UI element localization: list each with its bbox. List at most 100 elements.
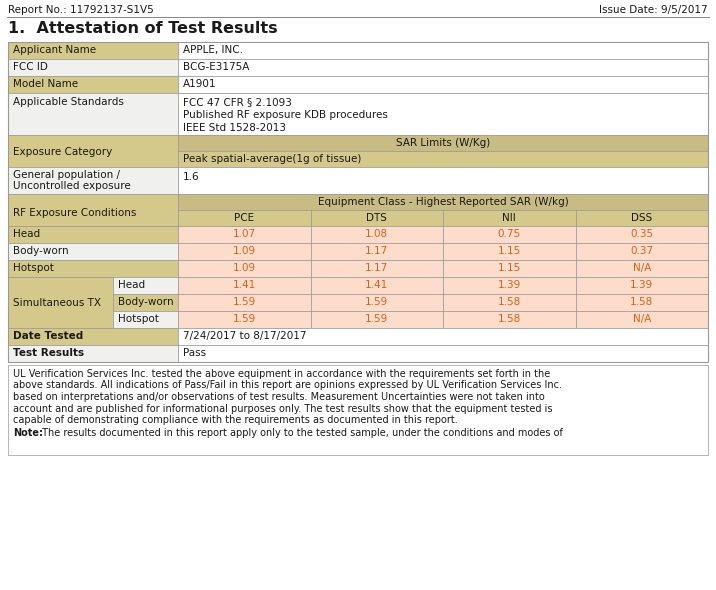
Bar (113, 311, 178, 328)
Text: capable of demonstrating compliance with the requirements as documented in this : capable of demonstrating compliance with… (13, 415, 458, 425)
Text: Applicant Name: Applicant Name (13, 45, 96, 55)
Bar (8, 243, 178, 260)
Text: Equipment Class - Highest Reported SAR (W/kg): Equipment Class - Highest Reported SAR (… (318, 197, 569, 207)
Text: Applicable Standards: Applicable Standards (13, 97, 124, 107)
Text: Date Tested: Date Tested (13, 331, 83, 341)
Bar (8, 194, 178, 226)
Bar (443, 311, 576, 328)
Bar (178, 194, 708, 210)
Text: N/A: N/A (632, 314, 651, 324)
Bar (576, 294, 708, 311)
Text: 1.07: 1.07 (233, 229, 256, 239)
Text: 1.58: 1.58 (498, 314, 521, 324)
Text: 1.41: 1.41 (233, 280, 256, 290)
Text: account and are published for informational purposes only. The test results show: account and are published for informatio… (13, 404, 553, 414)
Bar (178, 93, 708, 135)
Text: 1.58: 1.58 (498, 297, 521, 307)
Bar (178, 76, 708, 93)
Text: Hotspot: Hotspot (13, 263, 54, 273)
Text: Peak spatial-average(1g of tissue): Peak spatial-average(1g of tissue) (183, 154, 362, 164)
Text: FCC ID: FCC ID (13, 62, 48, 72)
Text: Test Results: Test Results (13, 348, 84, 358)
Text: DTS: DTS (367, 213, 387, 223)
Text: above standards. All indications of Pass/Fail in this report are opinions expres: above standards. All indications of Pass… (13, 381, 562, 391)
Text: 0.35: 0.35 (630, 229, 653, 239)
Bar (576, 311, 708, 328)
Bar (113, 277, 178, 294)
Text: 7/24/2017 to 8/17/2017: 7/24/2017 to 8/17/2017 (183, 331, 306, 341)
Text: NII: NII (503, 213, 516, 223)
Text: Head: Head (118, 280, 145, 290)
Bar (443, 260, 576, 277)
Bar (178, 311, 311, 328)
Bar (178, 42, 708, 59)
Bar (8, 260, 178, 277)
Text: A1901: A1901 (183, 79, 216, 89)
Bar (443, 226, 576, 243)
Bar (576, 210, 708, 226)
Text: Note:: Note: (13, 428, 43, 438)
Bar (178, 345, 708, 362)
Text: 1.41: 1.41 (365, 280, 388, 290)
Bar (8, 365, 708, 455)
Text: 1.09: 1.09 (233, 246, 256, 256)
Bar (311, 277, 443, 294)
Bar (178, 167, 708, 194)
Text: Body-worn: Body-worn (13, 246, 69, 256)
Text: 1.08: 1.08 (365, 229, 388, 239)
Bar (576, 226, 708, 243)
Text: UL Verification Services Inc. tested the above equipment in accordance with the : UL Verification Services Inc. tested the… (13, 369, 551, 379)
Bar (8, 167, 178, 194)
Bar (178, 210, 311, 226)
Bar (178, 277, 311, 294)
Bar (178, 59, 708, 76)
Text: Issue Date: 9/5/2017: Issue Date: 9/5/2017 (599, 5, 708, 15)
Text: 1.58: 1.58 (630, 297, 654, 307)
Text: based on interpretations and/or observations of test results. Measurement Uncert: based on interpretations and/or observat… (13, 392, 545, 402)
Bar (8, 42, 708, 362)
Bar (8, 345, 178, 362)
Text: SAR Limits (W/Kg): SAR Limits (W/Kg) (396, 138, 490, 148)
Text: 1.15: 1.15 (498, 263, 521, 273)
Text: 0.75: 0.75 (498, 229, 521, 239)
Text: 1.39: 1.39 (498, 280, 521, 290)
Text: Head: Head (13, 229, 40, 239)
Text: Exposure Category: Exposure Category (13, 147, 112, 157)
Bar (8, 226, 178, 243)
Bar (311, 226, 443, 243)
Bar (178, 226, 311, 243)
Bar (576, 243, 708, 260)
Bar (178, 328, 708, 345)
Bar (178, 135, 708, 151)
Text: General population /: General population / (13, 170, 120, 180)
Text: 1.15: 1.15 (498, 246, 521, 256)
Bar (311, 210, 443, 226)
Text: 1.17: 1.17 (365, 263, 388, 273)
Text: Published RF exposure KDB procedures: Published RF exposure KDB procedures (183, 110, 388, 120)
Text: 0.37: 0.37 (630, 246, 653, 256)
Bar (8, 42, 178, 59)
Text: PCE: PCE (234, 213, 254, 223)
Bar (8, 277, 113, 328)
Text: 1.6: 1.6 (183, 172, 200, 182)
Text: N/A: N/A (632, 263, 651, 273)
Text: APPLE, INC.: APPLE, INC. (183, 45, 243, 55)
Text: Uncontrolled exposure: Uncontrolled exposure (13, 181, 131, 191)
Text: FCC 47 CFR § 2.1093: FCC 47 CFR § 2.1093 (183, 97, 292, 107)
Text: The results documented in this report apply only to the tested sample, under the: The results documented in this report ap… (39, 428, 563, 438)
Bar (311, 243, 443, 260)
Bar (178, 243, 311, 260)
Text: Simultaneous TX: Simultaneous TX (13, 299, 101, 309)
Text: Body-worn: Body-worn (118, 297, 173, 307)
Text: 1.17: 1.17 (365, 246, 388, 256)
Text: Report No.: 11792137-S1V5: Report No.: 11792137-S1V5 (8, 5, 154, 15)
Text: BCG-E3175A: BCG-E3175A (183, 62, 249, 72)
Bar (443, 277, 576, 294)
Text: DSS: DSS (631, 213, 652, 223)
Text: 1.09: 1.09 (233, 263, 256, 273)
Text: Model Name: Model Name (13, 79, 78, 89)
Text: IEEE Std 1528-2013: IEEE Std 1528-2013 (183, 123, 286, 133)
Bar (113, 294, 178, 311)
Bar (443, 243, 576, 260)
Bar (8, 135, 178, 167)
